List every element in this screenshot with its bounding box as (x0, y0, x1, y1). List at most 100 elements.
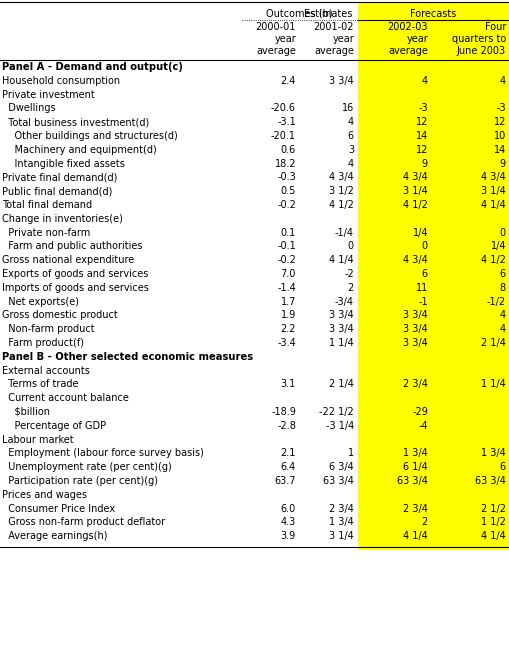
Text: -0.2: -0.2 (276, 255, 295, 265)
Text: -18.9: -18.9 (271, 407, 295, 417)
Text: Farm and public authorities: Farm and public authorities (2, 241, 142, 252)
Text: $billion: $billion (2, 407, 50, 417)
Text: 2001-02
year
average: 2001-02 year average (313, 22, 353, 56)
Text: Employment (labour force survey basis): Employment (labour force survey basis) (2, 448, 204, 459)
Text: -3 1/4: -3 1/4 (325, 421, 353, 431)
Text: Unemployment rate (per cent)(g): Unemployment rate (per cent)(g) (2, 462, 172, 472)
Text: 2 3/4: 2 3/4 (402, 503, 427, 514)
Text: -29: -29 (411, 407, 427, 417)
Text: 63 3/4: 63 3/4 (397, 476, 427, 486)
Text: 1 1/2: 1 1/2 (480, 518, 505, 527)
Text: 3 3/4: 3 3/4 (403, 324, 427, 334)
Text: 0.6: 0.6 (280, 145, 295, 155)
Text: -3: -3 (417, 104, 427, 113)
Text: -3/4: -3/4 (334, 296, 353, 307)
Text: 1 3/4: 1 3/4 (403, 448, 427, 459)
Text: 2: 2 (347, 283, 353, 293)
Text: 2.4: 2.4 (280, 76, 295, 86)
Text: -22 1/2: -22 1/2 (319, 407, 353, 417)
Text: -1.4: -1.4 (277, 283, 295, 293)
Text: -3: -3 (495, 104, 505, 113)
Text: Gross non-farm product deflator: Gross non-farm product deflator (2, 518, 165, 527)
Text: 4.3: 4.3 (280, 518, 295, 527)
Text: 11: 11 (415, 283, 427, 293)
Text: Machinery and equipment(d): Machinery and equipment(d) (2, 145, 156, 155)
Text: 4: 4 (421, 76, 427, 86)
Text: 4 3/4: 4 3/4 (329, 172, 353, 182)
Text: 2 1/4: 2 1/4 (480, 338, 505, 348)
Text: 63.7: 63.7 (274, 476, 295, 486)
Text: Intangible fixed assets: Intangible fixed assets (2, 159, 125, 169)
Text: 4 1/4: 4 1/4 (480, 531, 505, 541)
Text: 6: 6 (499, 269, 505, 279)
Text: Four
quarters to
June 2003: Four quarters to June 2003 (451, 22, 505, 56)
Text: 4 1/4: 4 1/4 (480, 200, 505, 210)
Text: -4: -4 (417, 421, 427, 431)
Text: Participation rate (per cent)(g): Participation rate (per cent)(g) (2, 476, 158, 486)
Text: 63 3/4: 63 3/4 (474, 476, 505, 486)
Text: 12: 12 (493, 117, 505, 127)
Text: 3 1/4: 3 1/4 (329, 531, 353, 541)
Text: 2.1: 2.1 (280, 448, 295, 459)
Text: 2 1/2: 2 1/2 (480, 503, 505, 514)
Text: 1: 1 (347, 448, 353, 459)
Text: 2: 2 (421, 518, 427, 527)
Text: 0.5: 0.5 (280, 186, 295, 196)
Text: Prices and wages: Prices and wages (2, 490, 87, 499)
Text: Dwellings: Dwellings (2, 104, 55, 113)
Text: 2 3/4: 2 3/4 (328, 503, 353, 514)
Text: 1/4: 1/4 (490, 241, 505, 252)
Text: 14: 14 (493, 145, 505, 155)
Text: Forecasts: Forecasts (409, 9, 455, 19)
Text: 3 3/4: 3 3/4 (403, 338, 427, 348)
Text: 3: 3 (347, 145, 353, 155)
Text: -3.1: -3.1 (277, 117, 295, 127)
Text: 2000-01
year
average: 2000-01 year average (255, 22, 295, 56)
Text: 3.9: 3.9 (280, 531, 295, 541)
Text: 3 1/4: 3 1/4 (403, 186, 427, 196)
Text: 4 1/2: 4 1/2 (402, 200, 427, 210)
Text: 4 1/4: 4 1/4 (403, 531, 427, 541)
Text: -0.1: -0.1 (277, 241, 295, 252)
Text: Farm product(f): Farm product(f) (2, 338, 84, 348)
Text: Terms of trade: Terms of trade (2, 379, 78, 389)
Text: -1/2: -1/2 (486, 296, 505, 307)
Text: 1 3/4: 1 3/4 (480, 448, 505, 459)
Text: 3 3/4: 3 3/4 (403, 311, 427, 320)
Text: 12: 12 (415, 117, 427, 127)
Text: 6: 6 (347, 131, 353, 141)
Text: Current account balance: Current account balance (2, 393, 129, 403)
Text: 6 1/4: 6 1/4 (403, 462, 427, 472)
Text: 12: 12 (415, 145, 427, 155)
Text: 2 3/4: 2 3/4 (402, 379, 427, 389)
Text: -0.2: -0.2 (276, 200, 295, 210)
Text: Net exports(e): Net exports(e) (2, 296, 79, 307)
Text: 6: 6 (421, 269, 427, 279)
Text: Total business investment(d): Total business investment(d) (2, 117, 149, 127)
Text: -0.3: -0.3 (277, 172, 295, 182)
Bar (357, 2, 509, 550)
Text: 6: 6 (499, 462, 505, 472)
Text: Non-farm product: Non-farm product (2, 324, 95, 334)
Text: -1: -1 (417, 296, 427, 307)
Text: 0: 0 (421, 241, 427, 252)
Text: Consumer Price Index: Consumer Price Index (2, 503, 115, 514)
Text: 7.0: 7.0 (280, 269, 295, 279)
Text: Panel B - Other selected economic measures: Panel B - Other selected economic measur… (2, 352, 252, 362)
Text: 1 1/4: 1 1/4 (480, 379, 505, 389)
Text: 3 1/2: 3 1/2 (328, 186, 353, 196)
Text: 3 1/4: 3 1/4 (480, 186, 505, 196)
Text: Labour market: Labour market (2, 435, 73, 444)
Text: 1.7: 1.7 (280, 296, 295, 307)
Text: Change in inventories(e): Change in inventories(e) (2, 214, 123, 224)
Text: 4 1/2: 4 1/2 (480, 255, 505, 265)
Text: 3 3/4: 3 3/4 (329, 311, 353, 320)
Text: -20.1: -20.1 (270, 131, 295, 141)
Text: 1/4: 1/4 (412, 228, 427, 237)
Text: 2 1/4: 2 1/4 (328, 379, 353, 389)
Text: External accounts: External accounts (2, 366, 90, 376)
Text: Total final demand: Total final demand (2, 200, 92, 210)
Text: Public final demand(d): Public final demand(d) (2, 186, 112, 196)
Text: Outcomes (b): Outcomes (b) (265, 9, 332, 19)
Text: Percentage of GDP: Percentage of GDP (2, 421, 106, 431)
